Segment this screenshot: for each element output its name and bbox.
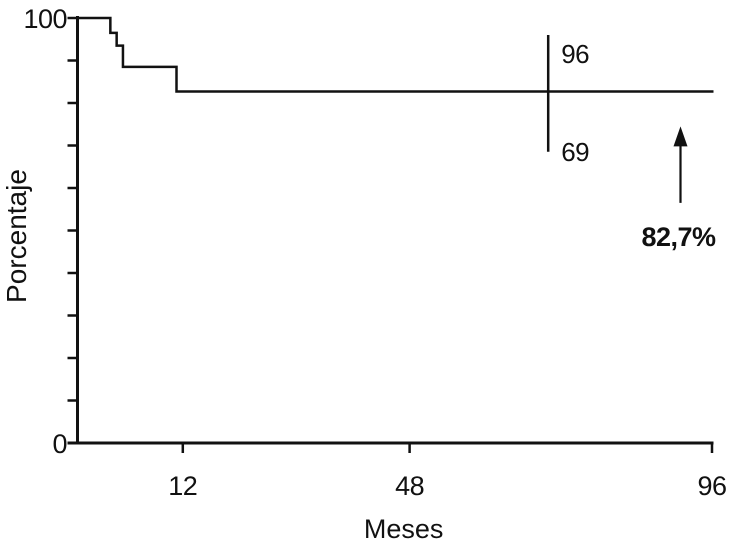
ci-lower-label: 69 [561, 137, 589, 167]
axes [67, 16, 714, 453]
x-tick-label-48: 48 [395, 471, 424, 501]
y-axis-ticks [67, 16, 78, 402]
y-axis-title: Porcentaje [1, 169, 32, 303]
x-axis-title: Meses [364, 514, 444, 544]
x-axis-ticks [181, 443, 714, 453]
arrow-up-icon [673, 126, 688, 147]
ci-bar-group: 96 69 [546, 35, 590, 167]
y-axis-label-0: 0 [52, 429, 67, 459]
arrow-annotation-group: 82,7% [641, 126, 717, 252]
survival-curve [77, 16, 714, 93]
final-percentage-label: 82,7% [641, 222, 716, 252]
x-tick-label-96: 96 [697, 471, 726, 501]
ci-upper-label: 96 [561, 39, 589, 69]
x-tick-label-12: 12 [168, 471, 197, 501]
y-axis-label-100: 100 [23, 4, 67, 34]
